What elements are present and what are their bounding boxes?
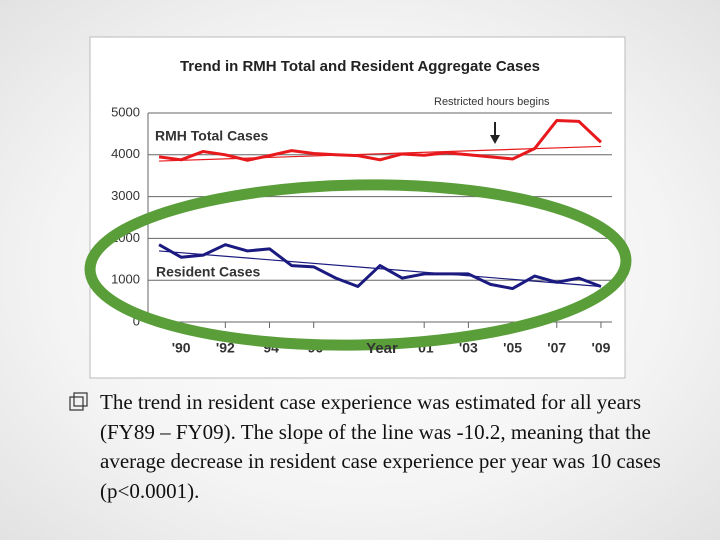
y-tick-label: 3000 (111, 188, 140, 203)
x-tick-label: '90 (172, 340, 191, 356)
chart-title: Trend in RMH Total and Resident Aggregat… (180, 58, 540, 75)
x-axis-label: Year (366, 340, 398, 357)
annotation: Restricted hours begins (434, 96, 550, 108)
x-tick-label: '07 (547, 340, 566, 356)
x-tick-label: '05 (503, 340, 522, 356)
series-line (158, 119, 602, 162)
arrow (490, 122, 500, 144)
bullet-icon (69, 392, 88, 411)
annotation: RMH Total Cases (155, 128, 269, 144)
y-tick-label: 0 (133, 313, 140, 328)
y-tick-label: 5000 (111, 104, 140, 119)
annotation: Resident Cases (156, 264, 260, 280)
trend-line (159, 145, 601, 162)
x-tick-label: '92 (216, 340, 235, 356)
bullet-text: The trend in resident case experience wa… (100, 390, 661, 503)
highlight-ellipse (84, 179, 632, 351)
x-tick-label: '03 (459, 340, 478, 356)
series-line (158, 243, 602, 291)
x-tick-label: '09 (591, 340, 610, 356)
y-tick-label: 4000 (111, 146, 140, 161)
y-tick-label: 1000 (111, 272, 140, 287)
